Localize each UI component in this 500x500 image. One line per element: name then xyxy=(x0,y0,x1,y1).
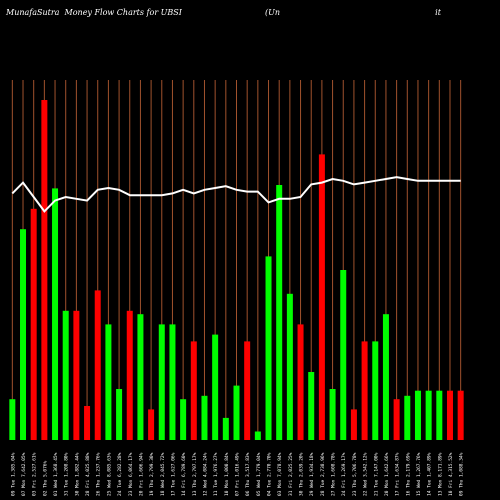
company-name-end: it xyxy=(435,8,441,17)
x-tick-label: 01 Wed 1,368.45% xyxy=(53,452,59,496)
bar xyxy=(158,324,165,440)
chart-title: MunafaSutra Money Flow Charts for UBSI (… xyxy=(6,8,441,17)
bar xyxy=(393,399,400,440)
x-tick-label: 27 Mon 1,608.78% xyxy=(331,452,337,496)
bar xyxy=(84,406,91,440)
bar xyxy=(446,390,453,440)
bar xyxy=(30,208,37,440)
bar xyxy=(233,385,240,440)
flow-line xyxy=(11,176,461,213)
x-tick-label: 24 Tue 6,282.28% xyxy=(117,452,123,496)
x-tick-label: 28 Fri 4,025.88% xyxy=(85,452,91,496)
bar xyxy=(286,293,293,440)
x-tick-label: 03 Fri 2,527.61% xyxy=(32,452,38,496)
x-tick-label: 31 Tue 1,208.80% xyxy=(64,452,70,496)
x-tick-label: 28 Tue 2,738.96% xyxy=(320,452,326,496)
x-tick-label: 26 Thu 1,237.76% xyxy=(96,452,102,496)
bar xyxy=(148,409,155,440)
x-tick-label: 17 Fri 1,634.87% xyxy=(395,452,401,496)
bar xyxy=(361,341,368,440)
bar xyxy=(254,431,261,440)
bar xyxy=(41,100,48,440)
bar xyxy=(52,188,59,440)
x-tick-label: 22 Wed 3,542.12% xyxy=(363,452,369,496)
x-tick-label: 11 Tue 1,976.27% xyxy=(213,452,219,496)
x-tick-label: 23 Mon 6,064.17% xyxy=(128,452,134,496)
bar xyxy=(222,417,229,440)
bar xyxy=(318,154,325,440)
x-tick-label: 16 Thu 2,179.69% xyxy=(405,452,411,496)
x-tick-label: 04 Tue 2,770.70% xyxy=(267,452,273,496)
bar xyxy=(350,409,357,440)
x-tick-label: 20 Mon 1,642.66% xyxy=(384,452,390,496)
x-tick-label: 15 Wed 1,267.76% xyxy=(416,452,422,496)
chart-subtitle: Money Flow Charts for UBSI xyxy=(64,8,182,17)
x-tick-label: 12 Wed 4,084.24% xyxy=(202,452,208,496)
bar xyxy=(116,389,123,440)
x-tick-label: 14 Fri 6,789.60% xyxy=(181,452,187,496)
bar xyxy=(372,341,379,440)
x-tick-label: 13 Mon 8,171.89% xyxy=(437,452,443,496)
x-tick-label: 10 Mon 1,000.84% xyxy=(224,452,230,496)
x-tick-label: 25 Wed 8,085.63% xyxy=(106,452,112,496)
bar xyxy=(62,310,69,440)
bar xyxy=(297,324,304,440)
bar xyxy=(382,314,389,440)
x-tick-label: 02 Thu 5,076% xyxy=(42,460,48,496)
brand-name: MunafaSutra xyxy=(6,8,60,17)
bar xyxy=(94,290,101,440)
bar xyxy=(265,256,272,440)
bar xyxy=(212,334,219,440)
x-tick-label: 23 Thu 5,706.78% xyxy=(352,452,358,496)
x-tick-label: 07 Mon 7,642.05% xyxy=(21,452,27,496)
x-tick-label: 10 Fri 4,315.52% xyxy=(448,452,454,496)
bar xyxy=(201,395,208,440)
bar xyxy=(20,229,27,440)
x-tick-label: 07 Fri 1,016.49% xyxy=(235,452,241,496)
bar xyxy=(190,341,197,440)
x-tick-label: 09 Tue 1,385.04% xyxy=(10,452,16,496)
bar xyxy=(9,399,16,440)
bar xyxy=(436,390,443,440)
bar xyxy=(425,390,432,440)
bar xyxy=(105,324,112,440)
bar xyxy=(308,372,315,440)
x-tick-label: 18 Wed 2,045.72% xyxy=(160,452,166,496)
bar xyxy=(404,395,411,440)
bar xyxy=(244,341,251,440)
x-tick-label: 21 Tue 7,147.00% xyxy=(373,452,379,496)
x-tick-label: 29 Wed 1,934.18% xyxy=(309,452,315,496)
x-tick-label: 24 Fri 1,269.17% xyxy=(341,452,347,496)
x-tick-label: 05 Wed 1,779.04% xyxy=(256,452,262,496)
bar xyxy=(73,310,80,440)
x-tick-label: 09 Thu 1,088.34% xyxy=(459,452,465,496)
x-tick-label: 20 Fri 1,606.94% xyxy=(138,452,144,496)
company-name-start: (Un xyxy=(265,8,281,17)
x-tick-label: 14 Tue 1,407.89% xyxy=(427,452,433,496)
bar xyxy=(414,390,421,440)
bar xyxy=(169,324,176,440)
bar xyxy=(340,270,347,440)
x-tick-label: 31 Fri 2,025.25% xyxy=(288,452,294,496)
x-tick-label: 30 Thu 2,039.20% xyxy=(299,452,305,496)
bar xyxy=(457,390,464,440)
x-tick-label: 03 Mon 7,078.94% xyxy=(277,452,283,496)
x-tick-label: 17 Tue 1,627.06% xyxy=(170,452,176,496)
bar xyxy=(137,314,144,440)
bar xyxy=(329,389,336,440)
x-tick-label: 13 Thu 2,797.17% xyxy=(192,452,198,496)
bar xyxy=(126,310,133,440)
x-tick-label: 06 Thu 3,517.83% xyxy=(245,452,251,496)
bar xyxy=(276,185,283,440)
bar xyxy=(180,399,187,440)
x-tick-label: 19 Thu 2,799.30% xyxy=(149,452,155,496)
x-tick-label: 30 Mon 1,882.44% xyxy=(74,452,80,496)
